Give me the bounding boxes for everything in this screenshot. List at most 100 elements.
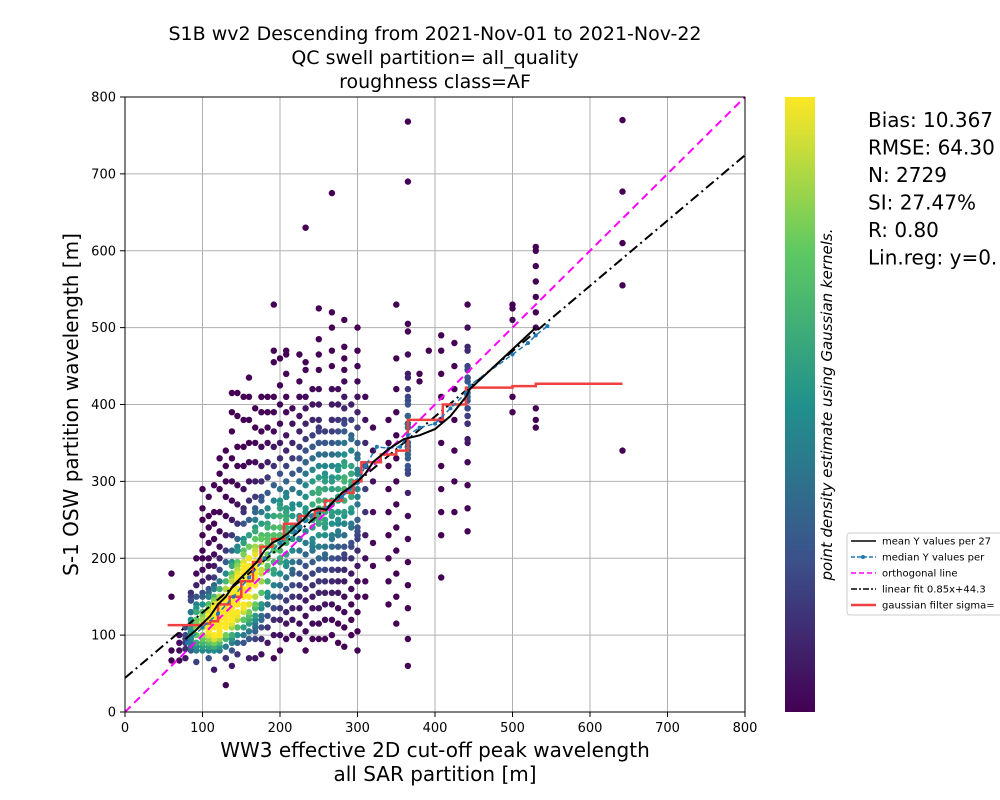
scatter-point — [283, 370, 290, 377]
scatter-point — [270, 301, 277, 308]
scatter-point — [334, 401, 342, 408]
scatter-point — [216, 528, 223, 535]
median-marker — [545, 324, 550, 329]
scatter-point — [216, 470, 223, 477]
scatter-point — [258, 624, 265, 631]
colorbar: point density estimate using Gaussian ke… — [785, 97, 836, 712]
scatter-point — [354, 470, 361, 477]
scatter-point — [315, 489, 322, 497]
scatter-point — [264, 393, 271, 400]
scatter-point — [276, 401, 284, 408]
scatter-point — [216, 455, 223, 462]
scatter-point — [619, 188, 626, 195]
scatter-point — [328, 462, 336, 470]
scatter-point — [393, 478, 400, 485]
scatter-point — [328, 189, 336, 197]
scatter-point — [354, 578, 361, 585]
scatter-point — [315, 366, 322, 374]
scatter-point — [341, 543, 348, 550]
scatter-point — [234, 639, 241, 646]
scatter-point — [289, 535, 296, 543]
scatter-point — [258, 612, 265, 620]
scatter-point — [321, 451, 329, 458]
scatter-point — [258, 462, 265, 470]
scatter-point — [309, 385, 316, 393]
scatter-point — [283, 447, 290, 454]
scatter-point — [362, 485, 369, 493]
scatter-point — [404, 662, 412, 670]
scatter-point — [264, 409, 271, 416]
legend-label: orthogonal line — [882, 569, 958, 580]
median-marker — [448, 406, 453, 411]
scatter-point — [334, 439, 342, 447]
scatter-point — [309, 582, 316, 589]
scatter-point — [619, 282, 626, 289]
scatter-point — [245, 439, 253, 447]
median-marker — [363, 464, 368, 468]
scatter-point — [240, 601, 247, 608]
scatter-point — [348, 401, 355, 408]
scatter-point — [393, 385, 400, 393]
scatter-point — [348, 416, 355, 424]
y-tick-label: 600 — [91, 244, 116, 259]
x-tick-label: 800 — [733, 721, 758, 736]
scatter-point — [228, 662, 236, 670]
scatter-point — [228, 516, 236, 523]
scatter-point — [309, 570, 316, 577]
scatter-point — [245, 601, 253, 608]
scatter-point — [289, 505, 296, 512]
scatter-point — [264, 589, 271, 596]
scatter-point — [532, 262, 539, 270]
scatter-point — [321, 566, 329, 573]
scatter-point — [205, 539, 212, 547]
scatter-point — [205, 555, 212, 562]
grid — [125, 97, 745, 712]
scatter-point — [404, 558, 412, 566]
scatter-point — [240, 416, 247, 424]
scatter-point — [393, 301, 400, 308]
scatter-point — [264, 459, 271, 466]
scatter-point — [210, 574, 218, 581]
scatter-point — [334, 566, 342, 573]
scatter-point — [193, 639, 200, 646]
scatter-point — [258, 443, 265, 450]
title-line: QC swell partition= all_quality — [291, 47, 578, 69]
scatter-point — [369, 447, 377, 454]
y-tick-label: 400 — [91, 398, 116, 413]
scatter-point — [334, 605, 342, 612]
x-tick-label: 0 — [121, 721, 129, 736]
scatter-point — [264, 489, 271, 497]
scatter-point — [393, 524, 400, 531]
scatter-point — [362, 508, 369, 516]
scatter-point — [264, 524, 271, 531]
scatter-point — [404, 351, 412, 358]
scatter-point — [404, 401, 412, 408]
scatter-point — [216, 566, 223, 573]
scatter-point — [334, 555, 342, 562]
scatter-point — [240, 631, 247, 639]
scatter-point — [289, 566, 296, 573]
scatter-point — [289, 605, 296, 612]
scatter-point — [341, 343, 348, 350]
scatter-point — [451, 447, 458, 454]
scatter-point — [296, 351, 303, 358]
scatter-point — [354, 393, 361, 400]
scatter-point — [328, 555, 336, 562]
scatter-point — [176, 647, 183, 654]
scatter-point — [385, 601, 392, 608]
scatter-point — [264, 512, 271, 520]
scatter-point — [240, 508, 247, 516]
scatter-point — [404, 328, 412, 335]
scatter-point — [328, 520, 336, 527]
scatter-point — [296, 412, 303, 420]
scatter-point — [404, 635, 412, 643]
scatter-point — [205, 593, 212, 600]
scatter-point — [619, 447, 626, 454]
scatter-point — [289, 470, 296, 477]
scatter-point — [245, 543, 253, 550]
scatter-point — [438, 508, 445, 516]
scatter-point — [321, 428, 329, 435]
scatter-point — [328, 401, 336, 408]
stat-line: Lin.reg: y=0. — [868, 246, 997, 270]
